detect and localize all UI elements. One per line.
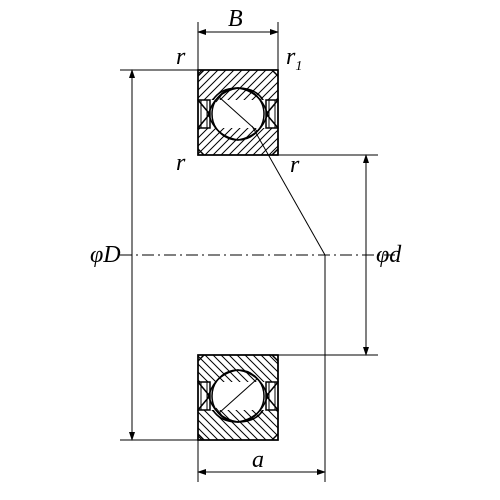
bearing-cross-section: B r r1 r r φD φd a (0, 0, 500, 500)
label-r-mid-right: r (290, 152, 300, 178)
label-a: a (252, 447, 264, 473)
label-phiD: φD (90, 242, 121, 268)
label-r1: r1 (286, 44, 302, 74)
label-r-mid-left: r (176, 150, 186, 176)
top-section (198, 70, 278, 155)
label-B: B (228, 6, 243, 32)
bottom-section (198, 355, 278, 440)
contact-angle-line (252, 126, 325, 255)
label-r-top-left: r (176, 44, 186, 70)
label-phid: φd (376, 242, 402, 268)
